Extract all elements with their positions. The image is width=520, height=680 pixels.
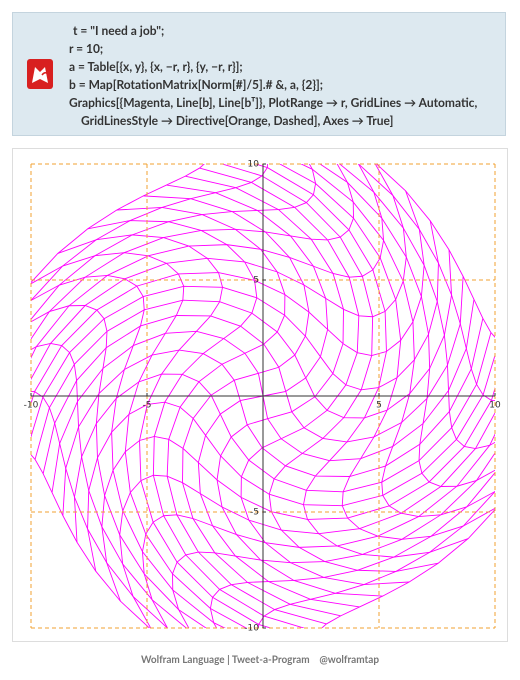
curve: [357, 164, 495, 401]
curve: [31, 391, 169, 628]
curve: [278, 164, 495, 540]
curve: [57, 234, 273, 628]
curve: [116, 206, 327, 625]
wolfram-icon: [27, 59, 53, 89]
curve: [87, 353, 495, 572]
curve: [87, 220, 306, 628]
footer-right: @wolframtap: [319, 654, 380, 666]
curve: [31, 252, 248, 628]
curve: [31, 164, 205, 284]
curve: [31, 220, 439, 439]
curve: [185, 175, 383, 597]
code-line: r = 10;: [69, 41, 104, 56]
plot-box: -10 -5 5 10 -10 -5 5 10: [12, 148, 508, 642]
curve: [209, 472, 495, 628]
curve: [31, 164, 354, 340]
x-tick-label: 10: [489, 401, 501, 411]
curve: [31, 274, 226, 628]
code-line: a = Table[{x, y}, {x, −r, r}, {y, −r, r}…: [69, 59, 243, 74]
curve: [300, 164, 495, 518]
x-tick-label: 5: [376, 401, 382, 411]
code-line: b = Map[RotationMatrix[Norm[#]/5].# &, a…: [69, 77, 324, 92]
curve: [119, 411, 495, 628]
curve: [199, 167, 410, 586]
lattice: [31, 164, 495, 628]
curve: [319, 164, 495, 487]
code-line: GridLinesStyle → Directive[Orange, Dashe…: [81, 113, 394, 128]
x-tick-label: -5: [143, 401, 152, 411]
curve: [31, 305, 207, 628]
y-tick-label: 10: [248, 160, 260, 170]
curve: [258, 490, 495, 628]
y-tick-label: -5: [250, 508, 259, 518]
curve: [220, 164, 439, 572]
code-box: t = "I need a job"; r = 10; a = Table[{x…: [12, 12, 506, 136]
curve: [101, 386, 495, 602]
x-tick-label: -10: [24, 401, 39, 411]
y-tick-label: -10: [244, 624, 259, 634]
curve: [339, 164, 495, 450]
curve: [253, 164, 469, 558]
curve: [143, 195, 341, 617]
footer-left: Wolfram Language | Tweet-a-Program: [140, 654, 310, 666]
code-line: Graphics[{Magenta, Line[b], Line[bᵀ]}, P…: [69, 95, 478, 110]
curve: [31, 342, 187, 628]
curve: [375, 164, 495, 338]
curve: [31, 190, 425, 406]
code-line: t = "I need a job";: [73, 23, 165, 38]
curve: [31, 454, 151, 628]
footer: Wolfram Language | Tweet-a-Program @wolf…: [0, 654, 520, 666]
y-tick-label: 5: [253, 276, 259, 286]
graphics: -10 -5 5 10 -10 -5 5 10: [24, 160, 501, 634]
